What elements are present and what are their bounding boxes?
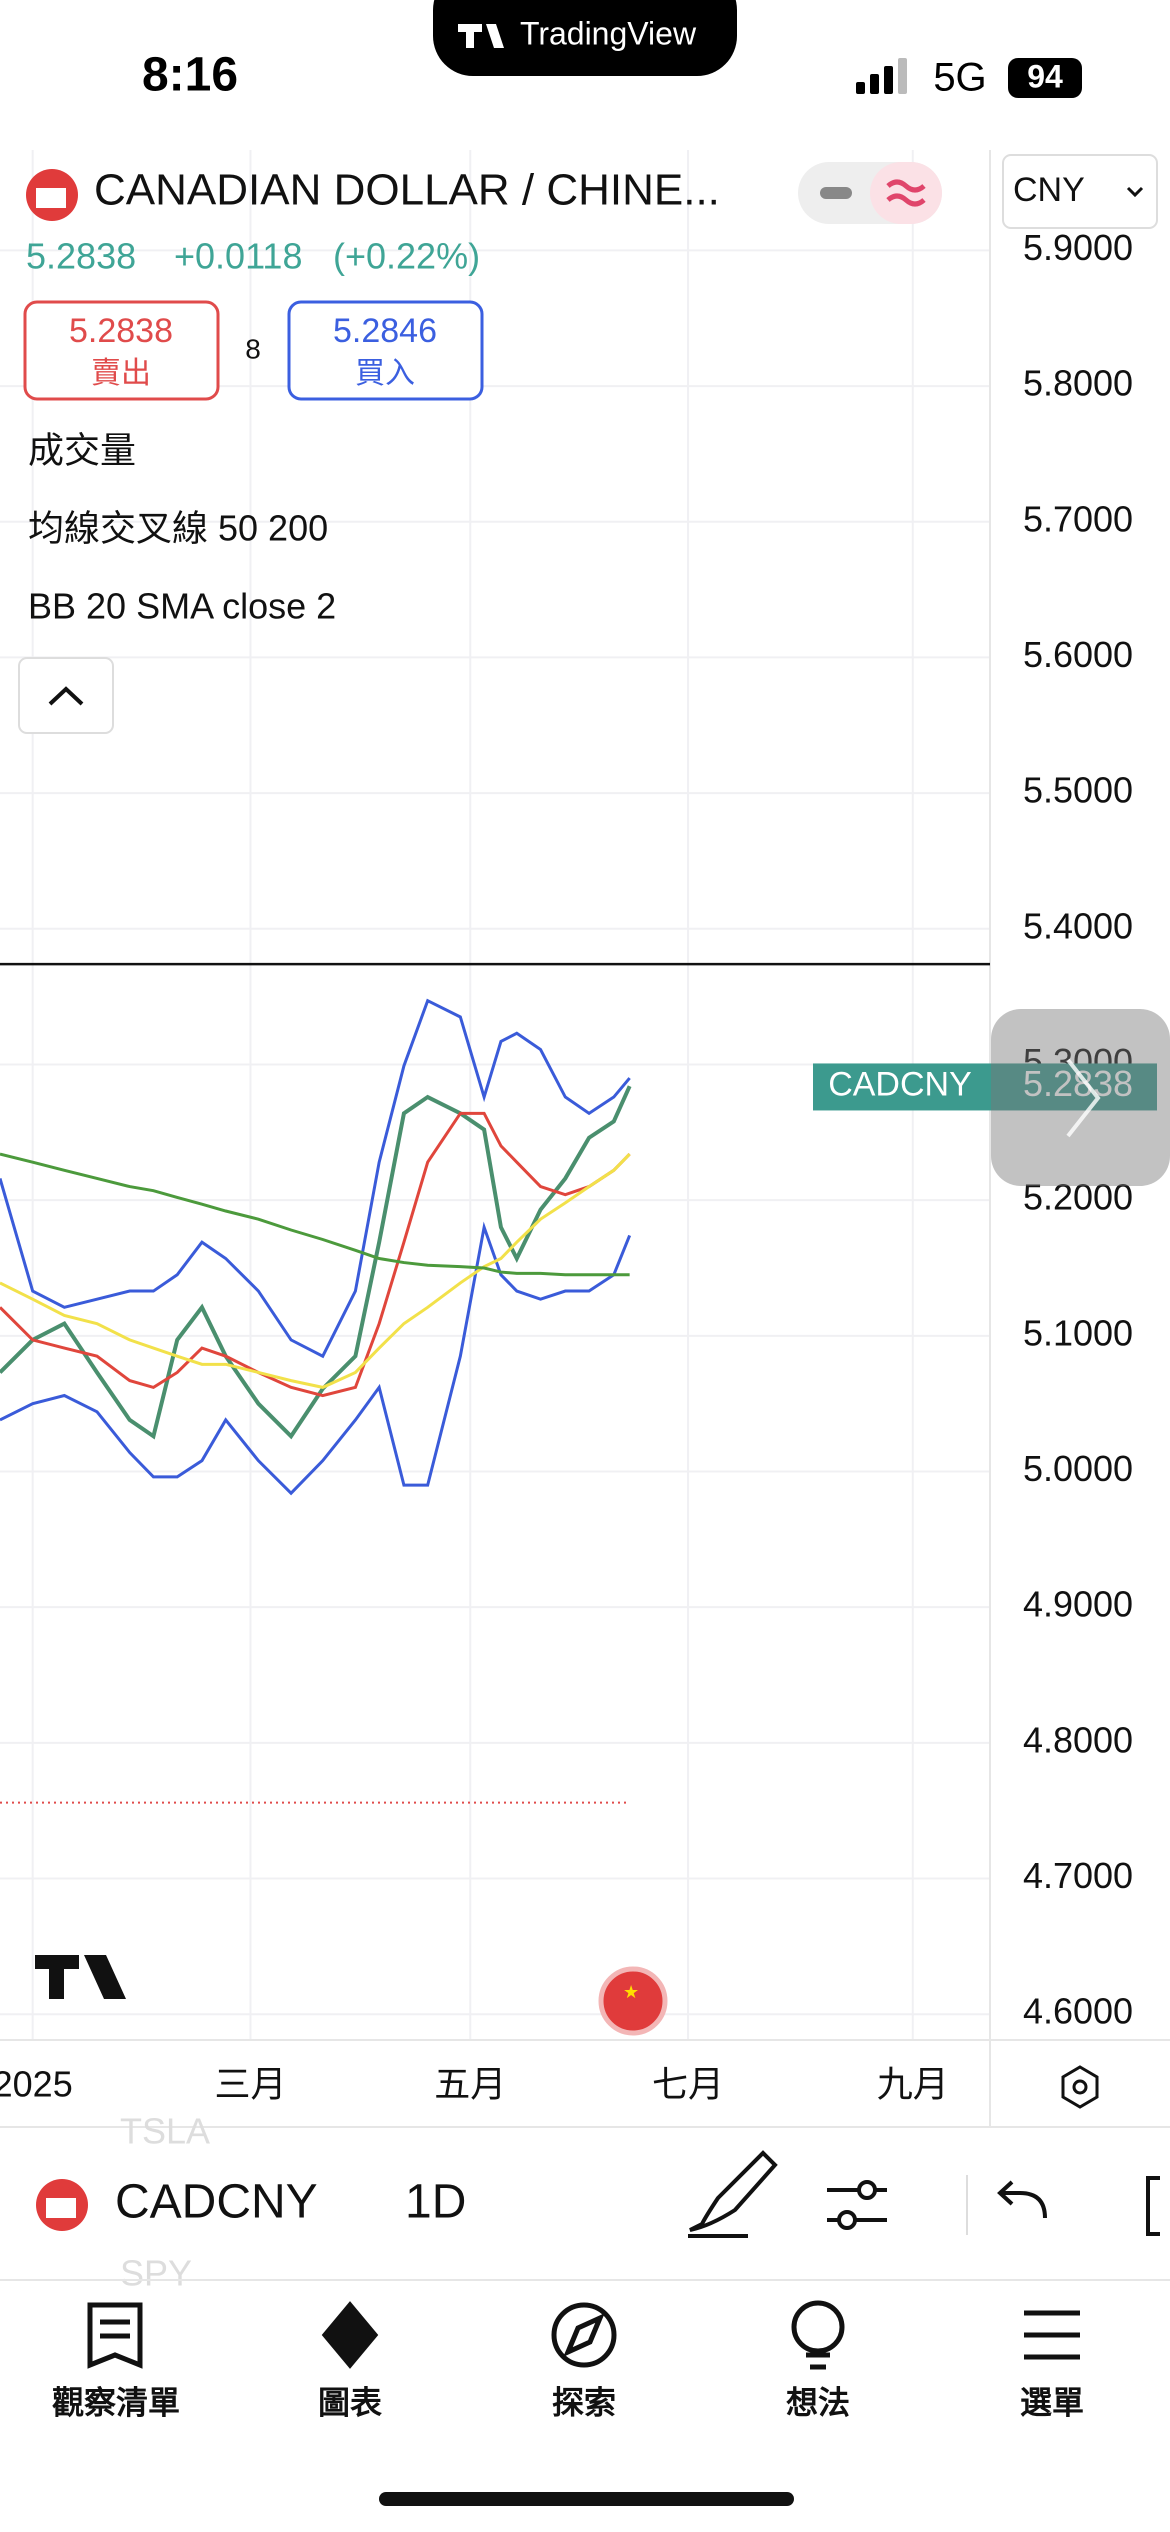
change: +0.0118 xyxy=(174,236,302,277)
dynamic-island xyxy=(433,0,737,76)
series-line xyxy=(0,1111,631,1398)
nav-bar: 觀察清單 圖表 探索 想法 選單 xyxy=(52,2384,1084,2420)
scroll-icon xyxy=(1066,1058,1101,1138)
buy-button[interactable] xyxy=(287,300,484,401)
nav-label[interactable]: 想法 xyxy=(786,2384,850,2420)
interval[interactable]: 1D xyxy=(405,2176,466,2229)
buy-price: 5.2846 xyxy=(333,312,437,350)
nav-label[interactable]: 探索 xyxy=(552,2384,616,2420)
x-tick-label: 九月 xyxy=(877,2064,949,2105)
nav-label[interactable]: 圖表 xyxy=(318,2384,382,2420)
sell-price: 5.2838 xyxy=(69,312,173,350)
y-tick-label: 4.8000 xyxy=(1023,1719,1133,1760)
scroll-button[interactable] xyxy=(991,1009,1170,1186)
sell-button[interactable] xyxy=(23,300,220,401)
change-pct: (+0.22%) xyxy=(333,236,480,277)
x-tick-label: 2025 xyxy=(0,2064,73,2105)
ghost-symbol: SPY xyxy=(120,2253,192,2294)
y-tick-label: 5.1000 xyxy=(1023,1312,1133,1353)
sell-label: 賣出 xyxy=(91,357,151,390)
network: 5G xyxy=(933,56,986,100)
mode-toggle-active[interactable] xyxy=(870,162,942,224)
settings-icon[interactable] xyxy=(827,2180,887,2230)
flag-star: ★ xyxy=(623,1982,639,2002)
dropdown-icon xyxy=(1126,186,1144,198)
price-tag-symbol: CADCNY xyxy=(828,1065,972,1103)
y-tick-label: 5.7000 xyxy=(1023,498,1133,539)
indicator-legend: 均線交叉線 50 200 xyxy=(28,508,328,549)
collapse-button[interactable] xyxy=(18,657,114,734)
home-indicator xyxy=(379,2492,794,2506)
x-tick-label: 七月 xyxy=(652,2064,724,2105)
toggle-icon xyxy=(886,179,926,207)
currency-select[interactable] xyxy=(1002,154,1158,229)
tradingview-logo xyxy=(35,1955,126,1999)
y-tick-label: 5.9000 xyxy=(1023,227,1133,268)
draw-icon[interactable] xyxy=(688,2150,778,2238)
x-tick-label: 五月 xyxy=(434,2064,506,2105)
battery-level: 94 xyxy=(1027,58,1063,94)
spread: 8 xyxy=(245,333,261,364)
series-line xyxy=(0,998,631,1359)
y-tick-label: 4.6000 xyxy=(1023,1991,1133,2032)
nav-label[interactable]: 選單 xyxy=(1020,2384,1084,2420)
indicator-legend: BB 20 SMA close 2 xyxy=(28,586,336,627)
y-tick-label: 4.7000 xyxy=(1023,1855,1133,1896)
battery xyxy=(1008,58,1082,98)
symbol-title: CANADIAN DOLLAR / CHINE... xyxy=(94,166,720,215)
settings-hex xyxy=(1061,2065,1099,2109)
settings-hex-dot xyxy=(1072,2079,1088,2095)
series-line xyxy=(0,1221,632,1496)
y-tick-label: 4.9000 xyxy=(1023,1584,1133,1625)
collapse-icon xyxy=(48,686,84,706)
ghost-symbol: TSLA xyxy=(120,2111,210,2152)
country-flag[interactable] xyxy=(598,1966,668,2036)
y-tick-label: 5.2000 xyxy=(1023,1177,1133,1218)
price-tag xyxy=(813,1063,1157,1111)
currency: CNY xyxy=(1013,171,1085,209)
series-line xyxy=(0,1085,632,1440)
tv-small-logo xyxy=(458,24,504,48)
y-tick-label: 5.5000 xyxy=(1023,770,1133,811)
undo-icon[interactable] xyxy=(997,2180,1047,2219)
plot: 4.6000 4.7000 4.8000 4.9000 5.0000 5.1000 5.20… xyxy=(0,150,1170,2127)
price: 5.2838 xyxy=(26,236,136,277)
island-text: TradingView xyxy=(520,15,697,51)
nav-icons xyxy=(87,2300,1080,2370)
more-icon[interactable] xyxy=(1146,2176,1160,2236)
y-tick-label: 5.0000 xyxy=(1023,1448,1133,1489)
toolbar-symbol[interactable]: CADCNY xyxy=(115,2176,318,2229)
x-tick-label: 三月 xyxy=(214,2064,286,2105)
series-line xyxy=(0,1152,630,1277)
buy-label: 買入 xyxy=(355,357,415,390)
toggle-icon xyxy=(820,187,852,199)
series-line xyxy=(0,1152,631,1389)
flag-stripe xyxy=(46,2198,76,2218)
y-tick-label: 5.4000 xyxy=(1023,905,1133,946)
signal-icon xyxy=(856,58,907,94)
indicator-legend: 成交量 xyxy=(28,430,136,471)
nav-label[interactable]: 觀察清單 xyxy=(52,2384,180,2420)
y-tick-label: 5.8000 xyxy=(1023,363,1133,404)
flag-stripe xyxy=(36,188,66,208)
status-time: 8:16 xyxy=(142,49,238,102)
y-tick-label: 5.6000 xyxy=(1023,634,1133,675)
